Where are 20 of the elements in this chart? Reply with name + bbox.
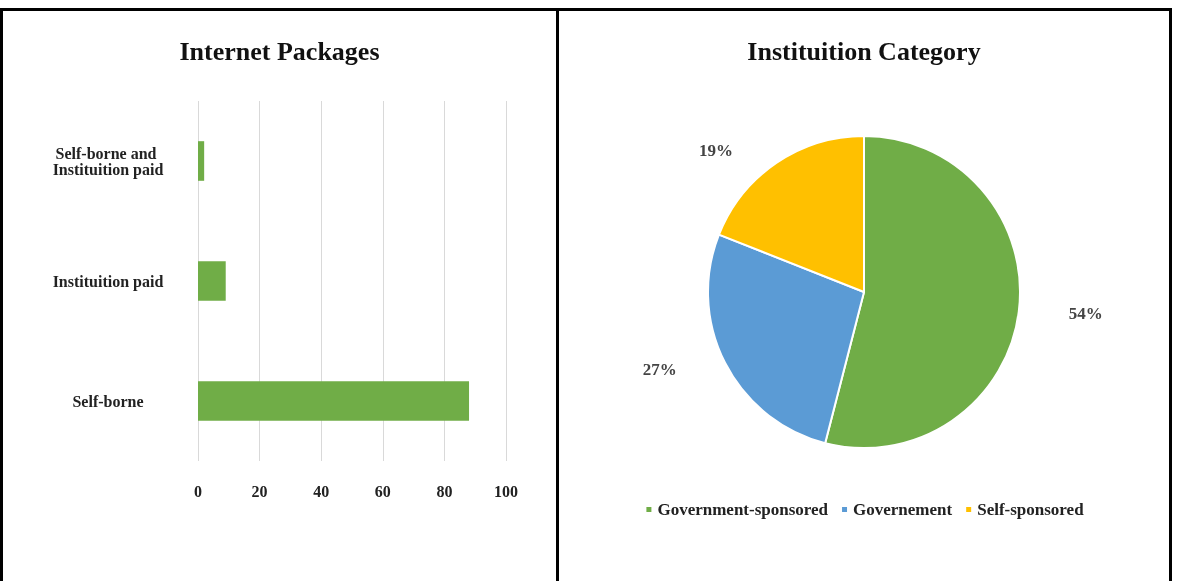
chart-title: Instituition Category: [747, 36, 981, 66]
legend-label: Government-sponsored: [657, 500, 829, 519]
bar: [198, 141, 205, 181]
y-tick-label: Instituition paid: [52, 272, 164, 291]
legend-label: Governement: [853, 500, 953, 519]
x-tick-label: 80: [436, 482, 453, 500]
x-tick-label: 60: [374, 482, 391, 500]
y-tick-label: Self-borne and Instituition paid: [52, 144, 164, 179]
bar: [198, 261, 226, 301]
x-tick-label: 0: [194, 482, 202, 500]
chart-title: Internet Packages: [179, 36, 380, 66]
bar: [198, 381, 470, 421]
data-label: 19%: [698, 141, 733, 161]
legend-label: Self-sponsored: [977, 500, 1085, 519]
data-label: 54%: [1068, 303, 1103, 323]
y-tick-label: Self-borne: [72, 392, 144, 410]
x-tick-label: 40: [313, 482, 330, 500]
x-tick-label: 20: [251, 482, 268, 500]
x-tick-label: 100: [494, 482, 518, 500]
data-label: 27%: [642, 360, 677, 380]
